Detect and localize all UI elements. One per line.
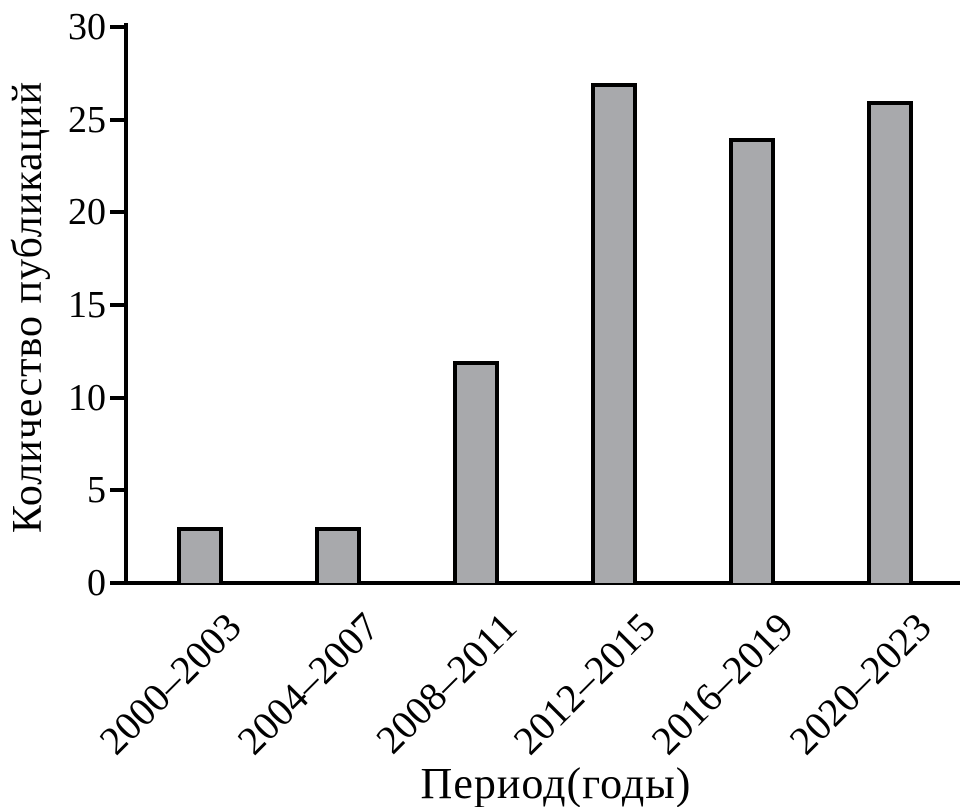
x-tick-label: 2020–2023 [780,603,940,763]
bar [591,83,637,583]
y-tick-mark [110,25,128,29]
y-tick-label: 20 [68,191,106,234]
y-tick-mark [110,581,128,585]
y-tick-label: 30 [68,6,106,48]
y-tick-mark [110,303,128,307]
x-axis-line [124,581,960,585]
x-tick-label: 2012–2015 [504,603,664,763]
y-tick-label: 5 [87,469,106,512]
bar [729,138,775,583]
y-tick-mark [110,117,128,122]
bar [867,101,913,583]
bar [177,527,223,583]
y-tick-mark [110,488,128,493]
y-tick-label: 0 [87,562,106,604]
x-tick-label: 2000–2003 [90,603,250,763]
x-axis-title: Период(годы) [420,759,692,807]
bar [315,527,361,583]
y-tick-label: 15 [68,284,106,326]
x-tick-label: 2004–2007 [228,603,388,763]
y-tick-label: 25 [68,98,106,141]
x-tick-label: 2016–2019 [642,603,802,763]
bar [453,361,499,583]
y-tick-label: 10 [68,376,106,419]
y-tick-mark [110,395,128,400]
x-tick-label: 2008–2011 [367,603,526,762]
y-tick-mark [110,210,128,215]
